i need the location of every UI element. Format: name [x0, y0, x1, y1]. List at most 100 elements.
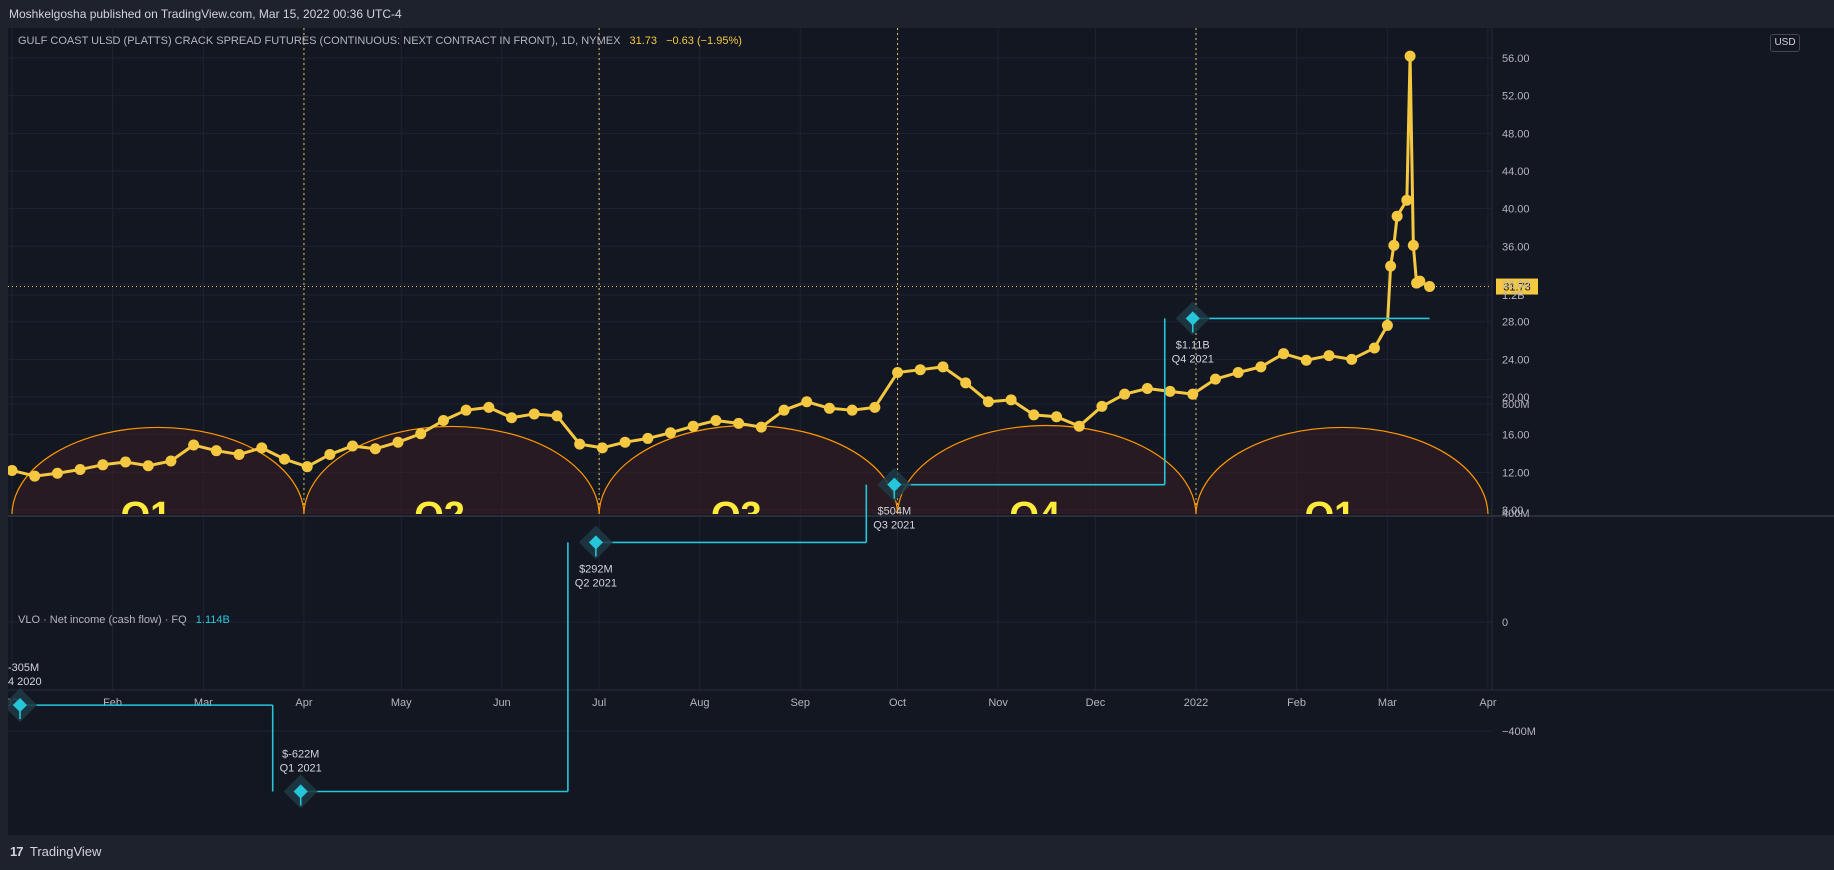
price-point	[1404, 50, 1416, 62]
price-point	[1164, 385, 1176, 397]
net-income-period-label: Q1 2021	[280, 762, 322, 774]
price-point	[551, 410, 563, 422]
price-point	[1232, 367, 1244, 379]
price-point	[392, 436, 404, 448]
price-point	[937, 361, 949, 373]
price-point	[74, 464, 86, 476]
price-point	[1119, 388, 1131, 400]
price-point	[233, 448, 245, 460]
price-line	[11, 54, 1431, 478]
publish-info: Moshkelgosha published on TradingView.co…	[9, 7, 402, 21]
time-tick-label: Mar	[194, 697, 213, 709]
quarter-label: Q2	[414, 495, 465, 537]
price-tick-label: 32.00	[1502, 279, 1530, 291]
price-tick-label: 20.00	[1502, 392, 1530, 404]
price-point	[801, 396, 813, 408]
last-value: 31.73	[629, 35, 658, 47]
chart-canvas[interactable]: Q1 Q2 Q3 Q4 Q1 31.73 56.00 52.00 48.00 44.00 40.00…	[8, 28, 1834, 835]
price-tick-label: 12.00	[1502, 467, 1530, 479]
currency-badge[interactable]: USD	[1770, 34, 1800, 52]
quarter-arcs	[11, 424, 1489, 514]
price-tick-label: 36.00	[1502, 241, 1530, 253]
price-point	[914, 364, 926, 376]
price-tick-label: 40.00	[1502, 204, 1530, 216]
price-point	[1187, 388, 1199, 400]
indicator-tick-label: 400M	[1502, 508, 1530, 520]
indicator-tick-label: 1.2B	[1502, 290, 1525, 302]
price-axis: 56.00 52.00 48.00 44.00 40.00 36.00 32.00 28.00…	[1502, 53, 1530, 517]
price-point	[1051, 411, 1063, 423]
price-point	[324, 448, 336, 460]
price-point	[823, 402, 835, 414]
price-point	[1278, 348, 1290, 360]
indicator-tick-label: 800M	[1502, 399, 1530, 411]
price-point	[29, 470, 41, 482]
price-point	[1141, 383, 1153, 395]
price-point	[1385, 260, 1397, 272]
price-points	[8, 50, 1436, 482]
price-point	[574, 438, 586, 450]
price-point	[619, 436, 631, 448]
quarter-label: Q3	[711, 495, 762, 537]
price-tick-label: 44.00	[1502, 166, 1530, 178]
price-point	[1209, 373, 1221, 385]
price-point	[642, 432, 654, 444]
price-point	[506, 412, 518, 424]
time-tick-label: 2022	[1184, 697, 1208, 709]
price-tick-label: 24.00	[1502, 354, 1530, 366]
price-point	[1346, 353, 1358, 365]
price-point	[188, 439, 200, 451]
price-point	[846, 404, 858, 416]
price-tick-label: 56.00	[1502, 53, 1530, 65]
quarter-label: Q1	[121, 495, 172, 537]
price-point	[97, 459, 109, 471]
time-tick-label: May	[391, 697, 412, 709]
price-point	[687, 420, 699, 432]
indicator-value: 1.114B	[195, 614, 230, 626]
quarter-label: Q1	[1305, 495, 1356, 537]
quarter-arc	[897, 424, 1197, 514]
brand-name: TradingView	[29, 844, 102, 859]
net-income-value-label: $292M	[579, 563, 613, 575]
symbol-title: GULF COAST ULSD (PLATTS) CRACK SPREAD FU…	[18, 35, 621, 47]
tradingview-brand[interactable]: 17 TradingView	[10, 844, 101, 859]
price-point	[1096, 400, 1108, 412]
price-point	[869, 401, 881, 413]
indicator-tick-label: −400M	[1502, 726, 1536, 738]
net-income-value-label: $1.11B	[1176, 339, 1210, 351]
price-point	[301, 461, 313, 473]
price-point	[437, 415, 449, 427]
time-tick-label: Jun	[493, 697, 511, 709]
net-income-value-label: $504M	[878, 506, 912, 518]
price-tick-label: 16.00	[1502, 430, 1530, 442]
time-axis: 2021FebMarAprMayJunJulAugSepOctNovDec202…	[8, 697, 1497, 709]
price-point	[1300, 354, 1312, 366]
indicator-title: VLO · Net income (cash flow) · FQ	[18, 614, 187, 626]
chart-frame: Q1 Q2 Q3 Q4 Q1 31.73 56.00 52.00 48.00 44.00 40.00…	[8, 28, 1834, 835]
time-tick-label: Feb	[103, 697, 122, 709]
price-point	[1005, 394, 1017, 406]
time-tick-label: Feb	[1287, 697, 1306, 709]
price-point	[1388, 239, 1400, 251]
price-point	[1407, 239, 1419, 251]
quarter-arc	[1195, 426, 1489, 514]
quarter-label: Q4	[1009, 495, 1060, 537]
price-point	[120, 456, 132, 468]
price-point	[369, 443, 381, 455]
time-tick-label: Apr	[295, 697, 312, 709]
price-point	[165, 455, 177, 467]
price-point	[1391, 210, 1403, 222]
price-point	[483, 401, 495, 413]
price-point	[210, 445, 222, 457]
price-point	[8, 464, 18, 476]
price-tick-label: 52.00	[1502, 91, 1530, 103]
price-point	[1414, 275, 1426, 287]
top-bar: Moshkelgosha published on TradingView.co…	[0, 0, 1834, 28]
net-income-value-label: -305M	[8, 662, 39, 674]
net-income-period-label: 4 2020	[8, 676, 42, 688]
price-point	[347, 440, 359, 452]
price-point	[1255, 361, 1267, 373]
price-point	[596, 442, 608, 454]
time-tick-label: Nov	[988, 697, 1008, 709]
price-point	[415, 428, 427, 440]
